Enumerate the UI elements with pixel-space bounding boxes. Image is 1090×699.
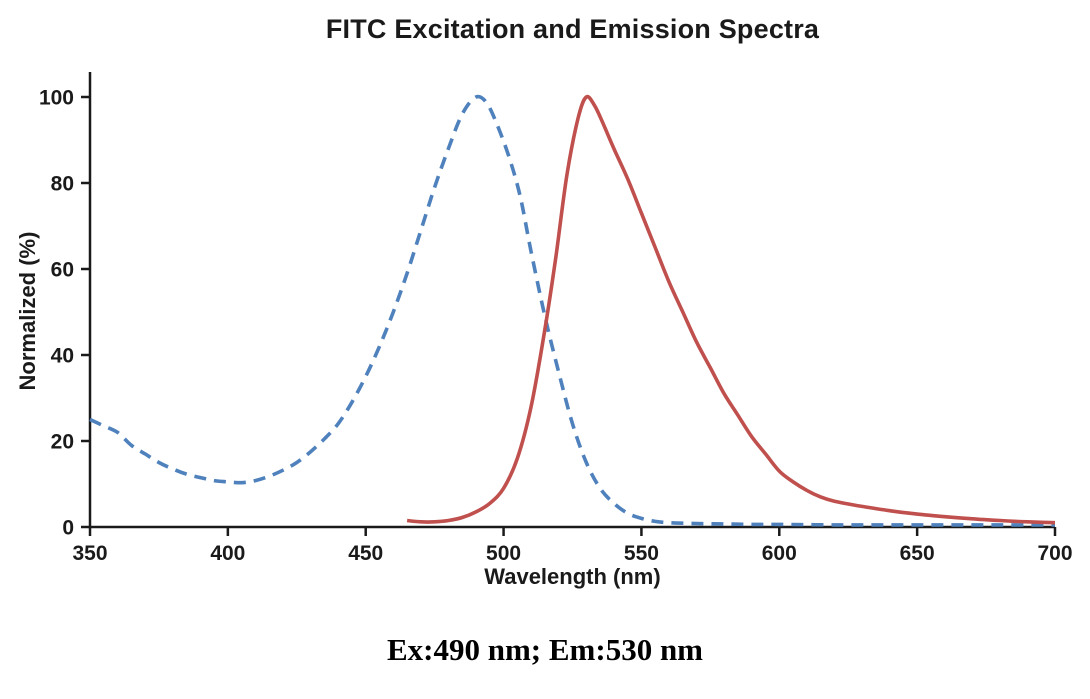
y-tick-label: 100 [39, 87, 74, 110]
x-tick-label: 450 [348, 542, 383, 565]
excitation-curve [89, 94, 1055, 527]
y-tick-label: 20 [51, 431, 74, 454]
emission-curve [406, 94, 1056, 525]
x-tick-label: 600 [762, 542, 797, 565]
y-tick-label: 80 [51, 173, 74, 196]
x-tick-label: 500 [486, 542, 521, 565]
y-axis-label: Normalized (%) [15, 231, 40, 391]
x-axis-label: Wavelength (nm) [484, 564, 661, 589]
x-tick-label: 400 [210, 542, 245, 565]
spectra-caption: Ex:490 nm; Em:530 nm [386, 632, 704, 667]
y-tick-label: 0 [62, 517, 74, 540]
y-tick-label: 40 [51, 345, 74, 368]
x-tick-label: 350 [72, 542, 107, 565]
x-tick-label: 700 [1037, 542, 1072, 565]
spectra-plot-svg: 350 400 450 500 550 600 650 700 0 20 40 60 80 100 [39, 72, 1073, 565]
x-tick-label: 650 [900, 542, 935, 565]
x-tick-label: 550 [624, 542, 659, 565]
y-tick-label: 60 [51, 259, 74, 282]
chart-title: FITC Excitation and Emission Spectra [325, 14, 820, 44]
